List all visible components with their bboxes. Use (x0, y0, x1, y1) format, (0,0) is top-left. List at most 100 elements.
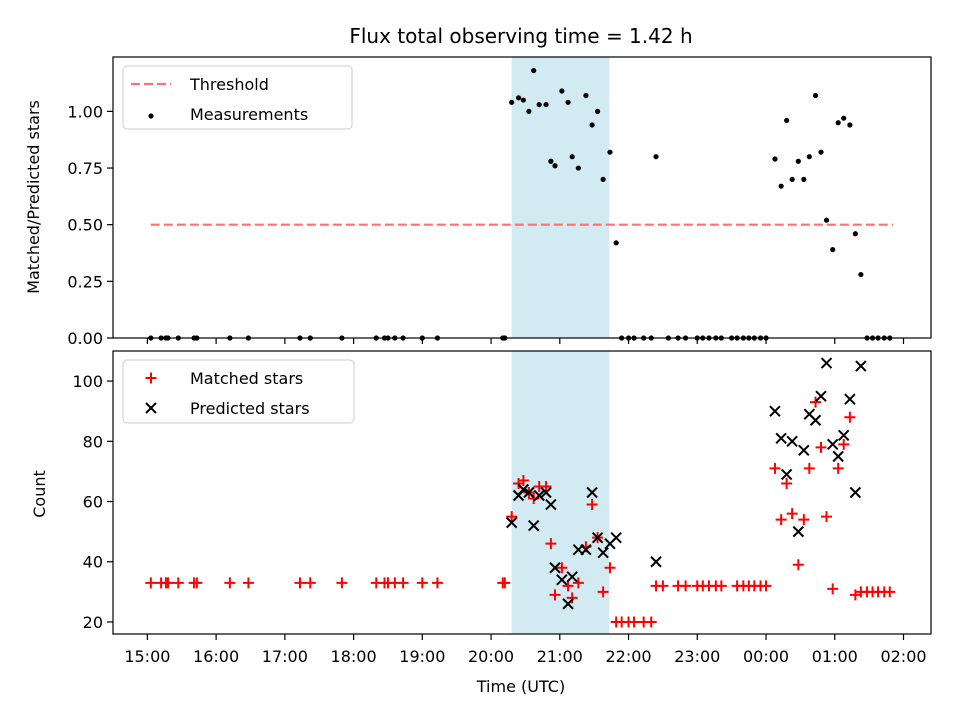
legend-entry-label: Measurements (190, 105, 308, 124)
measurement-point (789, 176, 795, 182)
predicted-star-point (815, 390, 827, 402)
predicted-star-point (586, 486, 598, 499)
predicted-star-point (844, 393, 856, 405)
x-tick-label: 15:00 (124, 647, 170, 666)
predicted-star-point (809, 414, 822, 426)
predicted-star-point (533, 489, 545, 502)
bottom-panel: 20 40 60 80 100 15:00 16:00 17:00 18:00 19:00 20:0… (72, 350, 932, 666)
chart-title: Flux total observing time = 1.42 h (349, 24, 692, 48)
matched-star-point (517, 474, 529, 486)
measurement-point (536, 101, 542, 108)
legend-entry-label: Threshold (189, 75, 269, 94)
measurement-point (841, 115, 847, 121)
measurement-point (823, 217, 830, 223)
predicted-star-point (780, 468, 793, 481)
predicted-star-point (591, 531, 604, 544)
matched-star-point (827, 583, 839, 595)
matched-star-point (304, 577, 316, 589)
measurement-point (801, 176, 807, 182)
matched-star-point (715, 580, 727, 592)
measurement-point (595, 108, 601, 114)
matched-star-point (781, 477, 793, 489)
matched-star-point (336, 577, 348, 589)
matched-star-point (506, 511, 518, 523)
top-y-axis-title: Matched/Predicted stars (24, 100, 43, 294)
matched-star-point (499, 577, 511, 589)
predicted-star-point (540, 486, 552, 499)
matched-star-point (242, 577, 254, 589)
bottom-y-axis-title: Count (30, 470, 49, 518)
bottom-y-tick-label: 40 (83, 553, 103, 572)
matched-star-point (224, 577, 236, 589)
matched-star-point (844, 411, 856, 423)
measurement-point (784, 117, 790, 124)
predicted-star-point (769, 405, 781, 417)
measurement-point (531, 67, 537, 74)
measurement-point (795, 158, 801, 164)
top-legend-box (122, 65, 353, 130)
matched-star-point (545, 538, 557, 550)
measurement-point (552, 163, 558, 169)
x-tick-label: 23:00 (674, 647, 720, 666)
matched-star-point (792, 559, 804, 571)
measurement-point (847, 122, 853, 128)
matched-star-point (786, 508, 798, 520)
x-tick-label: 02:00 (880, 647, 926, 666)
x-tick-label: 21:00 (537, 647, 583, 666)
measurement-point (509, 99, 515, 105)
bottom-series-group (145, 357, 896, 628)
bottom-y-tick-label: 60 (83, 493, 103, 512)
predicted-star-point (826, 438, 839, 451)
matched-star-point (397, 577, 409, 589)
x-tick-label: 18:00 (331, 647, 377, 666)
measurement-point (548, 158, 554, 164)
measurement-point (830, 247, 836, 253)
measurement-point (526, 108, 532, 114)
x-tick-label: 22:00 (605, 647, 651, 666)
measurement-point (806, 154, 812, 160)
measurement-point (543, 101, 549, 108)
predicted-star-point (527, 519, 540, 532)
top-y-tick-label: 0.25 (67, 272, 103, 291)
measurement-point (852, 231, 858, 237)
matched-star-point (540, 480, 552, 492)
top-panel: 0.00 0.25 0.50 0.75 1.00 Threshold Measurement… (67, 56, 932, 348)
predicted-star-point (523, 486, 535, 499)
predicted-star-point (580, 543, 592, 556)
matched-star-point (798, 514, 810, 526)
top-y-tick-label: 0.00 (67, 329, 103, 348)
measurement-point (818, 149, 824, 155)
predicted-star-point (562, 598, 574, 610)
measurement-point (569, 154, 575, 160)
measurement-point (778, 183, 784, 189)
matched-star-point (604, 562, 616, 574)
matched-star-point (586, 499, 598, 511)
measurement-point (607, 149, 613, 155)
x-tick-label: 20:00 (468, 647, 514, 666)
matched-star-point (162, 577, 174, 589)
measurement-point (858, 271, 864, 278)
bottom-legend: Matched stars Predicted stars (122, 359, 355, 424)
matched-star-point (884, 586, 896, 598)
matched-star-point (815, 441, 827, 453)
matched-star-point (760, 580, 772, 592)
bottom-legend-box (122, 359, 355, 424)
bottom-y-tick-label: 100 (72, 372, 103, 391)
top-legend: Threshold Measurements (122, 65, 353, 130)
bottom-plot-frame (112, 350, 932, 635)
predicted-star-point (650, 556, 662, 568)
measurement-point (600, 176, 606, 182)
matched-star-point (821, 511, 833, 523)
predicted-star-point (798, 444, 810, 457)
measurement-point (520, 97, 526, 103)
measurement-point (575, 165, 581, 171)
matched-star-point (657, 580, 669, 592)
matched-star-point (628, 616, 640, 628)
matched-star-point (172, 577, 184, 589)
predicted-star-point (545, 498, 557, 511)
x-tick-label: 16:00 (193, 647, 239, 666)
matched-star-point (597, 586, 609, 598)
top-highlight-span (511, 57, 610, 338)
